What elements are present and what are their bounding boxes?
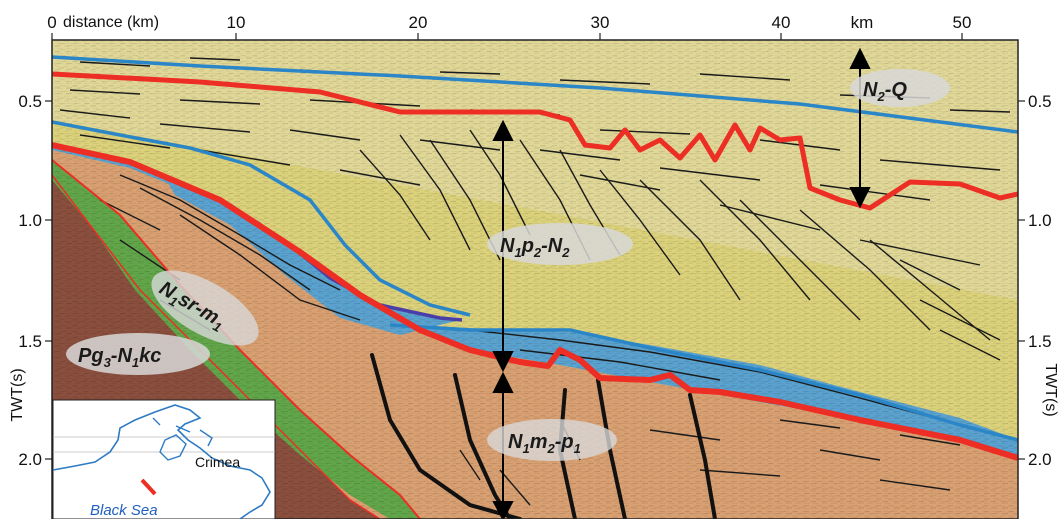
left-axis: 0.5 1.0 1.5 2.0 TWT(s) — [9, 92, 52, 469]
left-tick-1.0: 1.0 — [18, 211, 42, 230]
label-n1p2n2: N1p2-N2 — [487, 223, 633, 265]
right-tick-1.5: 1.5 — [1028, 332, 1052, 351]
arrow-n1p2n2-head-up — [492, 119, 514, 141]
top-axis-title: distance (km) — [63, 14, 159, 31]
plot-frame — [51, 39, 1019, 519]
profile-location-marker — [140, 478, 157, 496]
unit-labels: N2-Q N1p2-N2 N1sr-m1 Pg3-N1kc N1m2-p1 — [66, 69, 950, 461]
top-tick-50: 50 — [953, 13, 972, 32]
arrow-n1p2n2-head-down — [492, 351, 514, 373]
blue-horizons — [52, 55, 1018, 442]
inset-map: Crimea Black Sea — [52, 399, 276, 519]
arrow-n1m2p1-head-down — [492, 501, 514, 519]
right-axis: 0.5 1.0 1.5 2.0 TWT(s) — [1018, 92, 1059, 469]
right-tick-0.5: 0.5 — [1028, 92, 1052, 111]
top-axis: 0 distance (km) 10 20 30 40 km 50 — [47, 13, 971, 40]
thickness-arrows — [492, 47, 871, 519]
inset-crimea-outline — [152, 417, 213, 461]
right-axis-title: TWT(s) — [1042, 363, 1059, 416]
arrow-n2q-head-up — [849, 47, 871, 69]
svg-text:N1m2-p1: N1m2-p1 — [508, 431, 581, 456]
top-tick-0: 0 — [47, 13, 56, 32]
label-n2q: N2-Q — [850, 69, 950, 107]
label-pg3: Pg3-N1kc — [66, 333, 210, 375]
top-tick-20: 20 — [409, 13, 428, 32]
top-unit-label: km — [851, 13, 874, 32]
left-axis-title: TWT(s) — [9, 368, 26, 421]
inset-coastline — [52, 404, 271, 519]
top-tick-40: 40 — [772, 13, 791, 32]
arrow-n2q-head-down — [849, 187, 871, 209]
svg-text:Pg3-N1kc: Pg3-N1kc — [78, 345, 161, 370]
inset-label-crimea: Crimea — [195, 454, 240, 470]
left-tick-1.5: 1.5 — [18, 332, 42, 351]
red-horizons — [52, 71, 1018, 519]
inset-label-black-sea: Black Sea — [90, 502, 158, 519]
arrow-n1m2p1-head-up — [492, 371, 514, 393]
svg-text:N1p2-N2: N1p2-N2 — [500, 235, 570, 260]
left-tick-2.0: 2.0 — [18, 450, 42, 469]
top-tick-30: 30 — [591, 13, 610, 32]
label-n1sr: N1sr-m1 — [151, 270, 259, 346]
left-tick-0.5: 0.5 — [18, 92, 42, 111]
right-tick-2.0: 2.0 — [1028, 450, 1052, 469]
inset-map-frame — [52, 399, 276, 519]
inset-map-grid — [53, 436, 275, 453]
right-tick-1.0: 1.0 — [1028, 211, 1052, 230]
top-tick-10: 10 — [227, 13, 246, 32]
label-n1m2p1: N1m2-p1 — [487, 419, 617, 461]
svg-text:N2-Q: N2-Q — [863, 79, 907, 104]
